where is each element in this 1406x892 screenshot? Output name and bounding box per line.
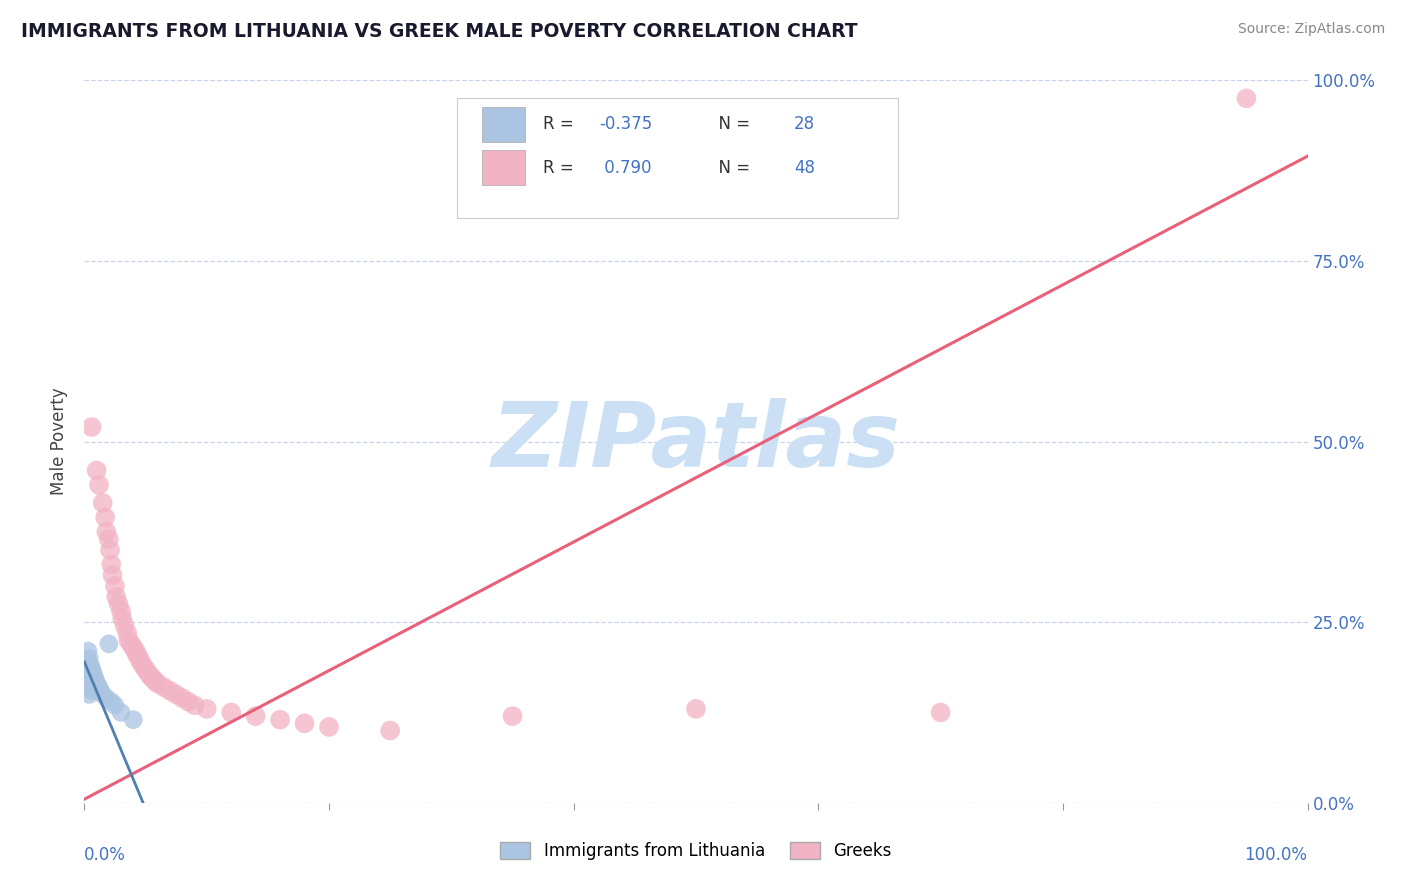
Point — [139, 669, 162, 683]
Point — [129, 655, 152, 669]
Text: N =: N = — [709, 159, 755, 177]
Point — [318, 720, 340, 734]
Point — [142, 672, 165, 686]
Point — [294, 716, 316, 731]
Text: R =: R = — [543, 159, 579, 177]
Point — [104, 698, 127, 713]
Point — [91, 687, 114, 701]
Point — [77, 644, 100, 658]
Point — [111, 611, 134, 625]
Text: R =: R = — [543, 115, 579, 133]
Point — [80, 683, 103, 698]
Point — [110, 604, 132, 618]
Point — [107, 597, 129, 611]
Point — [195, 702, 218, 716]
Point — [685, 702, 707, 716]
Text: 0.790: 0.790 — [599, 159, 652, 177]
FancyBboxPatch shape — [457, 98, 898, 218]
Legend: Immigrants from Lithuania, Greeks: Immigrants from Lithuania, Greeks — [494, 835, 898, 867]
Point — [125, 648, 148, 662]
Text: -0.375: -0.375 — [599, 115, 652, 133]
Text: 0.0%: 0.0% — [84, 847, 127, 864]
Point — [165, 687, 187, 701]
Text: Source: ZipAtlas.com: Source: ZipAtlas.com — [1237, 22, 1385, 37]
Point — [120, 637, 142, 651]
FancyBboxPatch shape — [482, 151, 524, 185]
Point — [269, 713, 291, 727]
Point — [132, 658, 155, 673]
Point — [245, 709, 267, 723]
Point — [110, 706, 132, 720]
Point — [82, 665, 104, 680]
Point — [77, 687, 100, 701]
Point — [136, 665, 159, 680]
Point — [87, 478, 110, 492]
Point — [502, 709, 524, 723]
FancyBboxPatch shape — [482, 107, 524, 142]
Point — [86, 676, 108, 690]
Point — [89, 683, 111, 698]
Point — [104, 579, 127, 593]
Point — [79, 669, 101, 683]
Point — [83, 669, 105, 683]
Point — [380, 723, 402, 738]
Point — [77, 665, 100, 680]
Point — [80, 420, 103, 434]
Point — [183, 698, 205, 713]
Point — [96, 524, 118, 539]
Point — [143, 674, 166, 689]
Point — [82, 676, 104, 690]
Point — [128, 651, 150, 665]
Point — [114, 619, 136, 633]
Text: ZIPatlas: ZIPatlas — [492, 398, 900, 485]
Point — [101, 568, 124, 582]
Point — [929, 706, 952, 720]
Text: 100.0%: 100.0% — [1244, 847, 1308, 864]
Point — [122, 640, 145, 655]
Point — [122, 713, 145, 727]
Point — [77, 662, 100, 676]
Point — [77, 655, 100, 669]
Point — [97, 532, 120, 546]
Point — [80, 662, 103, 676]
Point — [91, 496, 114, 510]
Point — [219, 706, 242, 720]
Point — [125, 644, 148, 658]
Point — [115, 626, 138, 640]
Point — [87, 680, 110, 694]
Point — [98, 542, 121, 557]
Point — [177, 695, 200, 709]
Text: N =: N = — [709, 115, 755, 133]
Point — [77, 673, 100, 687]
Text: 28: 28 — [794, 115, 815, 133]
Point — [77, 651, 100, 665]
Text: IMMIGRANTS FROM LITHUANIA VS GREEK MALE POVERTY CORRELATION CHART: IMMIGRANTS FROM LITHUANIA VS GREEK MALE … — [21, 22, 858, 41]
Point — [84, 673, 107, 687]
Point — [79, 658, 101, 673]
Point — [100, 695, 122, 709]
Text: 48: 48 — [794, 159, 815, 177]
Point — [94, 510, 117, 524]
Point — [117, 633, 139, 648]
Point — [79, 680, 101, 694]
Point — [86, 463, 108, 477]
Point — [159, 683, 181, 698]
Point — [1236, 91, 1258, 105]
Point — [97, 637, 120, 651]
Point — [146, 676, 169, 690]
Point — [83, 680, 105, 694]
Point — [80, 673, 103, 687]
Point — [172, 691, 194, 706]
Point — [96, 691, 118, 706]
Y-axis label: Male Poverty: Male Poverty — [51, 388, 69, 495]
Point — [153, 680, 176, 694]
Point — [100, 558, 122, 572]
Point — [105, 590, 128, 604]
Point — [135, 662, 157, 676]
